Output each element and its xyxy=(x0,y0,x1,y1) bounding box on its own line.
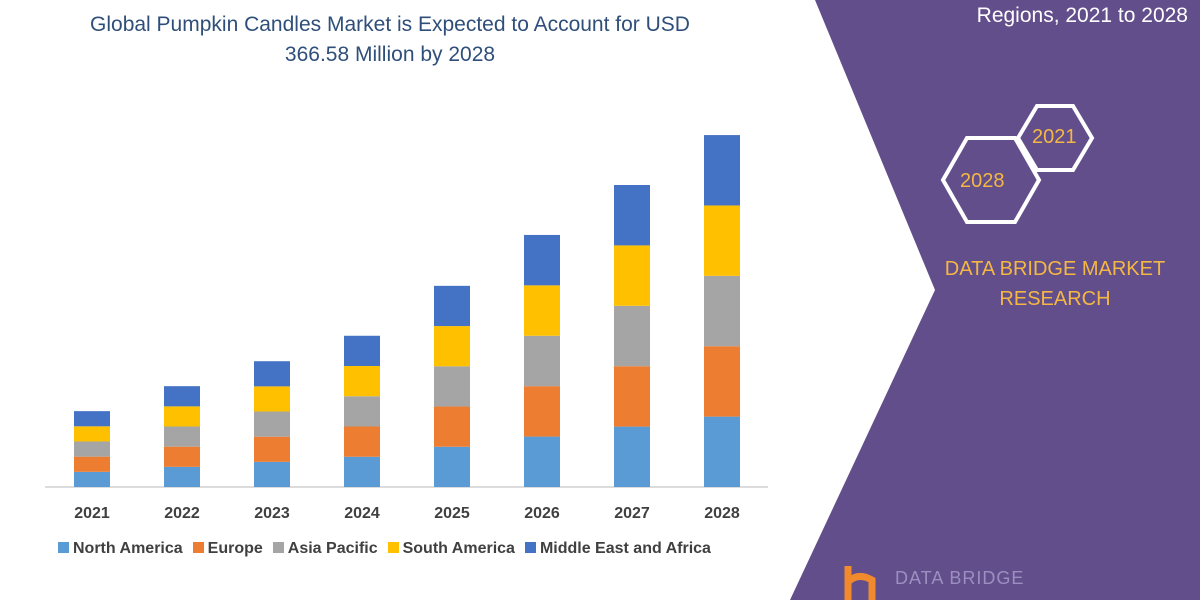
x-tick-label: 2026 xyxy=(524,505,560,522)
bar-2021-asia-pacific xyxy=(74,441,110,457)
legend-item: Middle East and Africa xyxy=(524,540,711,558)
legend: North America Europe Asia Pacific South Ame… xyxy=(58,540,711,558)
bar-2022-europe xyxy=(164,446,200,467)
bar-2026-north-america xyxy=(524,436,560,487)
brand-line-1: DATA BRIDGE MARKET xyxy=(944,258,1166,280)
bar-2027-north-america xyxy=(614,426,650,487)
bar-2024-europe xyxy=(344,426,380,457)
bar-2028-north-america xyxy=(704,416,740,487)
x-tick-label: 2022 xyxy=(164,505,200,522)
legend-item: Asia Pacific xyxy=(272,540,378,558)
bar-2026-south-america xyxy=(524,285,560,336)
x-tick-label: 2027 xyxy=(614,505,650,522)
bar-2025-asia-pacific xyxy=(434,366,470,407)
legend-swatch xyxy=(272,542,284,553)
x-tick-label: 2024 xyxy=(344,505,380,522)
bar-2027-asia-pacific xyxy=(614,305,650,367)
chart-title: Global Pumpkin Candles Market is Expecte… xyxy=(40,10,740,70)
bar-2025-north-america xyxy=(434,446,470,487)
bar-2024-middle-east-and-africa xyxy=(344,335,380,367)
bar-2025-south-america xyxy=(434,326,470,367)
x-ticks: 2021 2022 2023 2024 2025 2026 2027 2028 xyxy=(74,505,740,522)
x-tick-label: 2025 xyxy=(434,505,470,522)
legend-item: South America xyxy=(387,540,515,558)
bar-2028-middle-east-and-africa xyxy=(704,135,740,206)
legend-label: South America xyxy=(402,540,515,557)
legend-label: Europe xyxy=(207,540,263,557)
bar-2026-europe xyxy=(524,386,560,437)
bar-2023-north-america xyxy=(254,461,290,487)
legend-label: North America xyxy=(73,540,183,557)
x-tick-label: 2023 xyxy=(254,505,290,522)
bar-2023-middle-east-and-africa xyxy=(254,361,290,387)
legend-label: Asia Pacific xyxy=(287,540,378,557)
bar-2022-south-america xyxy=(164,406,200,427)
bar-2021-south-america xyxy=(74,426,110,442)
legend-swatch xyxy=(192,542,204,553)
hexagon-2028 xyxy=(940,136,1042,224)
side-subtitle: Regions, 2021 to 2028 xyxy=(976,4,1188,27)
legend-label: Middle East and Africa xyxy=(539,540,711,557)
bar-2021-europe xyxy=(74,456,110,472)
logo-text: DATA BRIDGE xyxy=(895,568,1025,588)
bar-2023-asia-pacific xyxy=(254,411,290,437)
brand-line-2: RESEARCH xyxy=(999,288,1111,310)
legend-swatch xyxy=(387,542,399,553)
bar-2021-north-america xyxy=(74,471,110,487)
bar-2027-south-america xyxy=(614,245,650,306)
bar-2025-europe xyxy=(434,406,470,447)
bar-2023-south-america xyxy=(254,386,290,412)
bar-2024-south-america xyxy=(344,366,380,397)
legend-item: Europe xyxy=(192,540,263,558)
bar-2022-asia-pacific xyxy=(164,426,200,447)
bar-2026-asia-pacific xyxy=(524,335,560,387)
bar-2024-asia-pacific xyxy=(344,396,380,427)
bar-2021-middle-east-and-africa xyxy=(74,411,110,427)
bar-2023-europe xyxy=(254,436,290,462)
bar-2028-asia-pacific xyxy=(704,275,740,347)
title-line-1: Global Pumpkin Candles Market is Expecte… xyxy=(90,13,690,36)
hex-label-2021: 2021 xyxy=(1032,126,1077,148)
bar-2028-europe xyxy=(704,346,740,417)
x-tick-label: 2021 xyxy=(74,505,110,522)
bar-2022-north-america xyxy=(164,466,200,487)
brand-name: DATA BRIDGE MARKET RESEARCH xyxy=(930,254,1180,314)
bar-2027-europe xyxy=(614,366,650,427)
bar-2022-middle-east-and-africa xyxy=(164,386,200,407)
x-tick-label: 2028 xyxy=(704,505,740,522)
bar-2025-middle-east-and-africa xyxy=(434,285,470,327)
legend-item: North America xyxy=(58,540,183,558)
bar-2027-middle-east-and-africa xyxy=(614,185,650,246)
hexagon-2021 xyxy=(1015,104,1095,172)
bar-2024-north-america xyxy=(344,456,380,487)
title-line-2: 366.58 Million by 2028 xyxy=(284,43,496,66)
legend-swatch xyxy=(58,542,69,553)
bar-2028-south-america xyxy=(704,205,740,276)
bars xyxy=(74,135,740,487)
bar-2026-middle-east-and-africa xyxy=(524,234,560,286)
legend-swatch xyxy=(524,542,536,553)
side-panel xyxy=(790,0,1200,600)
hex-label-2028: 2028 xyxy=(960,170,1005,192)
logo-icon xyxy=(844,566,876,600)
